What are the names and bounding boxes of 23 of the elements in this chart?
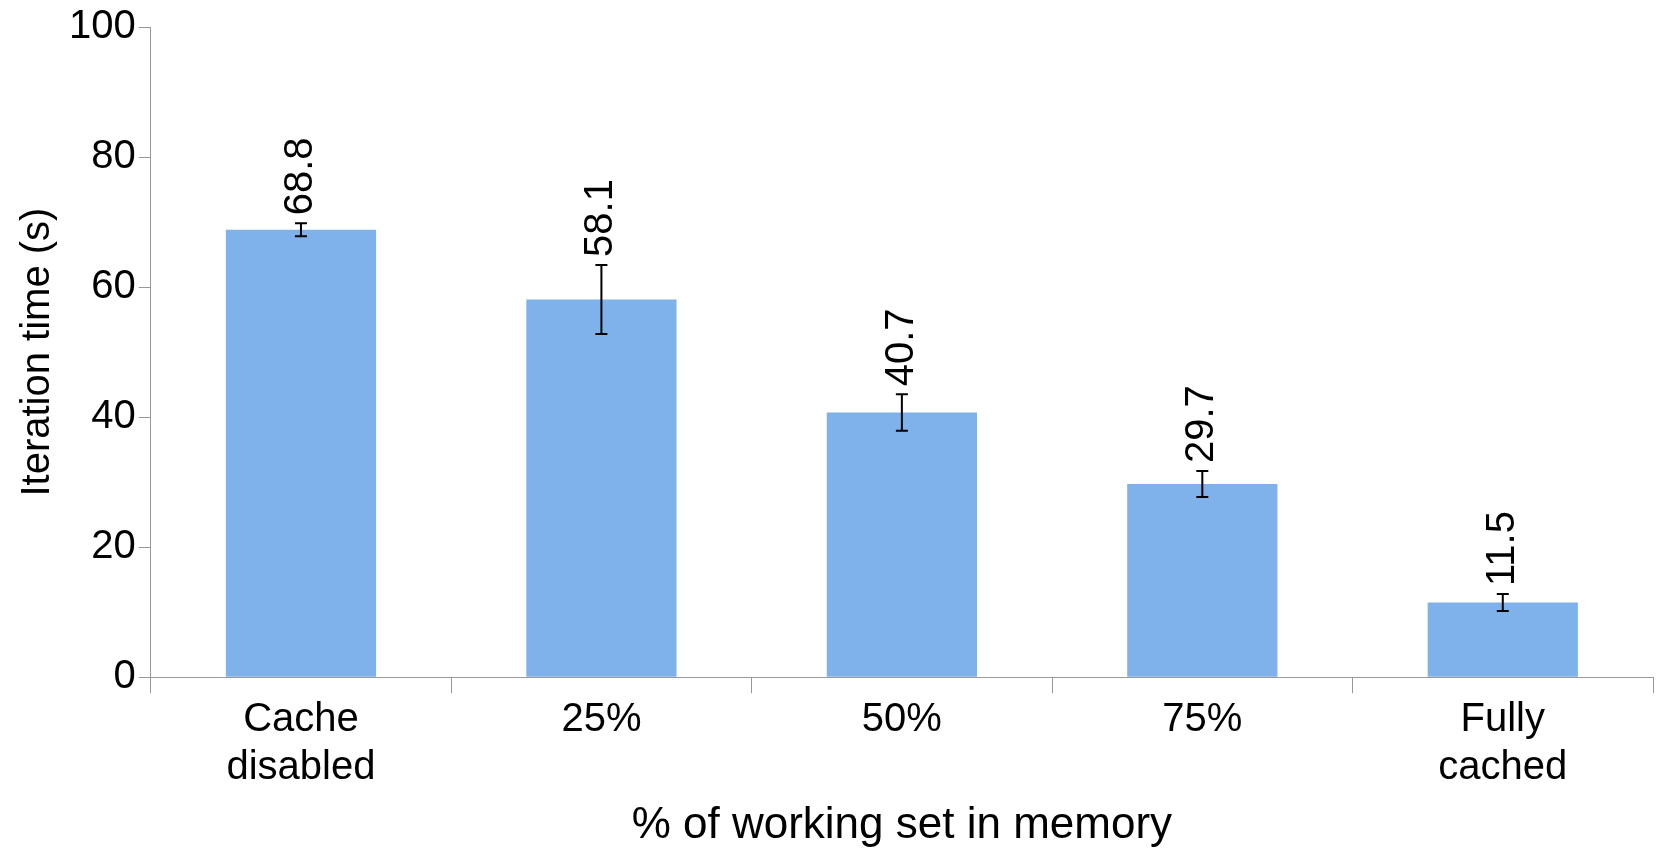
x-tick-label: 75% (1162, 695, 1243, 740)
y-tick-label: 20 (91, 522, 136, 567)
bar (225, 229, 377, 677)
bar (1427, 602, 1578, 677)
y-axis-title: Iteration time (s) (13, 207, 58, 497)
data-label: 68.8 (276, 137, 320, 216)
x-tick-label: 50% (861, 695, 942, 740)
x-axis-title: % of working set in memory (631, 797, 1173, 847)
bar (826, 412, 977, 677)
x-tick-label: Fully cached (1438, 695, 1568, 788)
data-label: 29.7 (1177, 385, 1222, 464)
y-tick-label: 0 (113, 652, 136, 697)
x-tick-label: 25% (561, 695, 642, 740)
y-tick-label: 100 (68, 2, 136, 47)
y-tick-label: 60 (91, 262, 136, 307)
bar (526, 299, 677, 677)
data-label: 58.1 (576, 179, 621, 257)
y-tick-label: 80 (91, 132, 136, 177)
data-label: 40.7 (876, 308, 921, 387)
x-tick-label: Cache disabled (226, 695, 376, 788)
y-tick-label: 40 (91, 392, 136, 437)
bar (1127, 484, 1278, 677)
data-label: 11.5 (1477, 511, 1522, 586)
